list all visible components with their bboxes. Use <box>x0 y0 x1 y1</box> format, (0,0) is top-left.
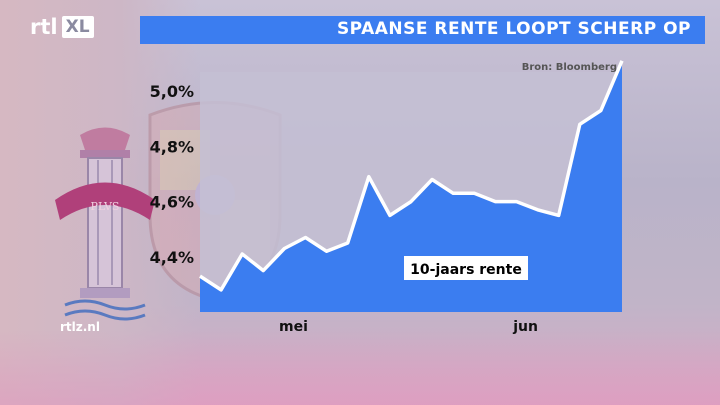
area-fill <box>200 60 622 312</box>
x-tick-label: mei <box>279 319 308 335</box>
y-tick-label: 4,8% <box>150 137 194 156</box>
logo-xl-badge: XL <box>61 16 94 38</box>
y-tick-label: 5,0% <box>150 82 194 101</box>
series-label-box <box>404 256 528 280</box>
rtl-xl-logo: rtl XL <box>30 14 94 40</box>
pillar-emblem-icon: PLVS <box>55 127 155 321</box>
chart-title: SPAANSE RENTE LOOPT SCHERP OP <box>336 19 691 39</box>
series-line <box>199 60 624 292</box>
series-label: 10-jaars rente <box>410 262 522 278</box>
title-bar: SPAANSE RENTE LOOPT SCHERP OP <box>140 16 705 44</box>
logo-rtl-text: rtl <box>30 15 58 39</box>
x-tick-label: jun <box>512 319 538 335</box>
y-tick-label: 4,6% <box>150 193 194 212</box>
website-label: rtlz.nl <box>60 320 100 334</box>
source-label: Bron: Bloomberg <box>522 62 617 73</box>
y-tick-label: 4,4% <box>150 248 194 267</box>
emblem-motto: PLVS <box>91 200 120 213</box>
background-bottom-glow <box>0 330 720 405</box>
